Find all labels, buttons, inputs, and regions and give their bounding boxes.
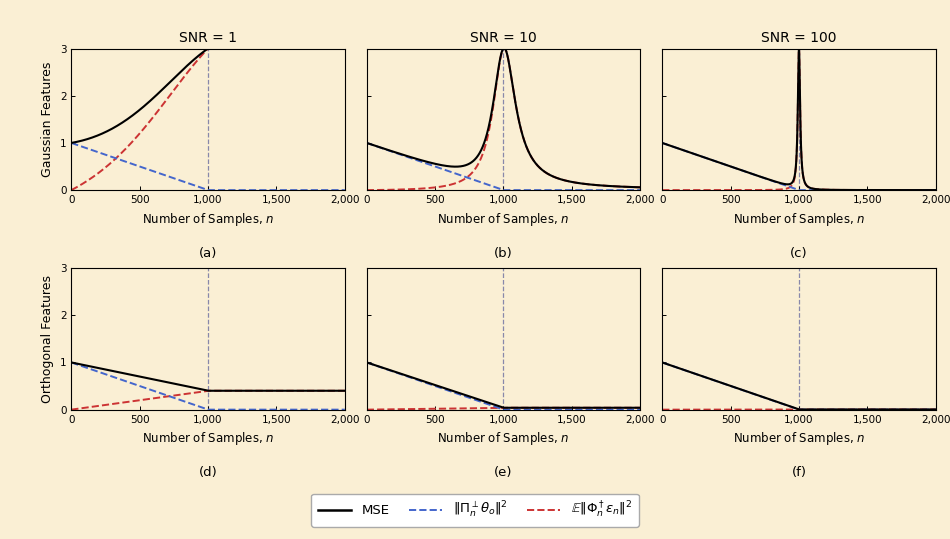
Legend: MSE, $\|\Pi_n^\perp\theta_o\|^2$, $\mathbb{E}\|\Phi_n^\dagger\varepsilon_n\|^2$: MSE, $\|\Pi_n^\perp\theta_o\|^2$, $\math…: [312, 494, 638, 527]
Title: SNR = 1: SNR = 1: [179, 31, 238, 45]
X-axis label: Number of Samples, $n$: Number of Samples, $n$: [142, 211, 275, 227]
Text: (f): (f): [791, 466, 807, 479]
Text: (b): (b): [494, 247, 513, 260]
Title: SNR = 100: SNR = 100: [761, 31, 837, 45]
Y-axis label: Gaussian Features: Gaussian Features: [41, 61, 54, 177]
X-axis label: Number of Samples, $n$: Number of Samples, $n$: [732, 211, 865, 227]
Text: (c): (c): [790, 247, 808, 260]
Text: (a): (a): [199, 247, 218, 260]
X-axis label: Number of Samples, $n$: Number of Samples, $n$: [732, 430, 865, 447]
Text: (e): (e): [494, 466, 513, 479]
Title: SNR = 10: SNR = 10: [470, 31, 537, 45]
X-axis label: Number of Samples, $n$: Number of Samples, $n$: [437, 211, 570, 227]
Text: (d): (d): [199, 466, 218, 479]
Y-axis label: Orthogonal Features: Orthogonal Features: [41, 275, 54, 403]
X-axis label: Number of Samples, $n$: Number of Samples, $n$: [437, 430, 570, 447]
X-axis label: Number of Samples, $n$: Number of Samples, $n$: [142, 430, 275, 447]
